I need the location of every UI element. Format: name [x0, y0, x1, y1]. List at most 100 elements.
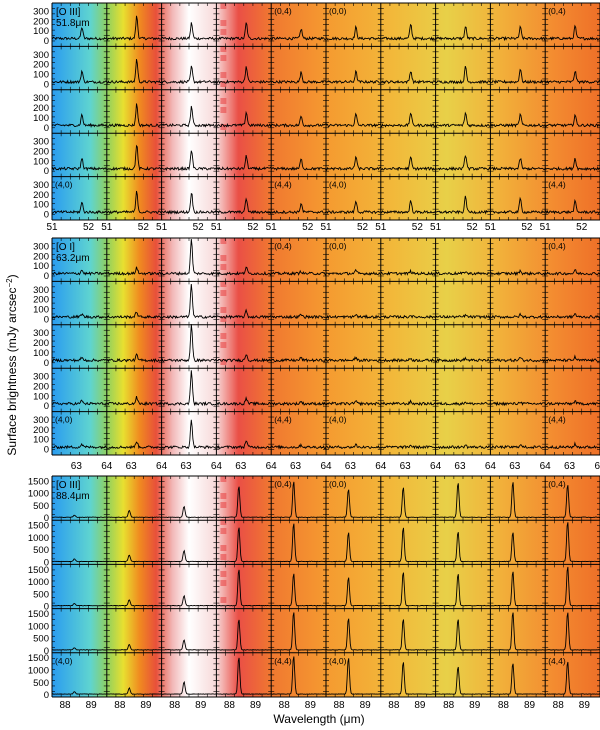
pixel-tile	[220, 46, 227, 52]
pixel-tile	[220, 476, 227, 482]
spectrum-line	[51, 201, 107, 215]
spectrum-line	[52, 399, 107, 406]
spectrum-line	[216, 396, 272, 407]
x-tick-label: 52	[247, 222, 259, 233]
spectrum-line	[216, 22, 272, 41]
x-tick-label: 52	[467, 222, 479, 233]
y-tick-label: 300	[33, 50, 49, 61]
spectrum-line	[106, 266, 162, 276]
y-axis-title-exponent: −2	[5, 278, 14, 288]
spectrum-line	[490, 158, 546, 171]
y-tick-label: 0	[44, 401, 49, 412]
spectrum-line	[270, 115, 327, 128]
pixel-coordinate-label: (4,4)	[274, 180, 292, 190]
x-tick-label: 88	[114, 700, 126, 711]
x-tick-label: 51	[211, 222, 223, 233]
y-tick-label: 0	[44, 646, 49, 657]
x-tick-label: 52	[412, 222, 424, 233]
spectrum-line	[106, 441, 162, 450]
x-tick-label: 52	[576, 222, 588, 233]
x-tick-label: 51	[320, 222, 332, 233]
spectrum-line	[216, 266, 272, 276]
y-tick-label: 500	[33, 501, 49, 512]
x-tick-label: 89	[250, 700, 262, 711]
x-tick-label: 51	[101, 222, 113, 233]
x-tick-label: 64	[211, 461, 223, 472]
y-tick-label: 0	[44, 358, 49, 369]
x-tick-label: 89	[469, 700, 481, 711]
x-tick-label: 63	[400, 461, 412, 472]
pixel-tile	[220, 580, 227, 586]
y-tick-label: 100	[33, 348, 49, 359]
spectrum-cell	[490, 238, 546, 282]
x-tick-label: 64	[594, 461, 600, 472]
pixel-tile	[220, 571, 227, 577]
spectrum-line	[380, 399, 437, 406]
spectrum-line	[489, 401, 546, 407]
y-tick-label: 0	[44, 166, 49, 177]
y-tick-label: 300	[33, 372, 49, 383]
spectrum-line	[435, 444, 491, 450]
spectrum-line	[435, 271, 491, 276]
x-tick-label: 51	[430, 222, 442, 233]
spectrum-line	[380, 444, 436, 450]
spectrum-line	[161, 370, 217, 407]
spectrum-line	[51, 69, 108, 85]
pixel-tile	[220, 519, 227, 525]
spectrum-line	[325, 112, 381, 128]
spectrum-cell	[544, 133, 600, 177]
spectrum-line	[490, 269, 546, 277]
x-tick-label: 89	[524, 700, 536, 711]
pixel-coordinate-label: (4,0)	[329, 415, 347, 425]
spectrum-line	[270, 28, 327, 41]
y-tick-label: 0	[44, 210, 49, 221]
pixel-coordinate-label: (4,4)	[548, 656, 566, 666]
spectrum-line	[380, 156, 436, 172]
spectrum-cell	[380, 564, 436, 609]
y-tick-label: 100	[33, 305, 49, 316]
spectrum-line	[380, 357, 436, 363]
y-tick-label: 100	[33, 391, 49, 402]
y-tick-label: 1000	[28, 533, 49, 544]
spectrum-line	[106, 396, 163, 407]
spectrum-line	[106, 311, 162, 320]
x-tick-label: 64	[485, 461, 497, 472]
spectrum-line	[270, 269, 327, 276]
y-tick-label: 300	[33, 6, 49, 17]
x-tick-label: 64	[540, 461, 552, 472]
spectrum-cell	[490, 176, 546, 221]
spectrum-line	[544, 157, 600, 172]
x-tick-label: 88	[59, 700, 71, 711]
pixel-tile	[220, 281, 227, 287]
spectrum-line	[161, 105, 217, 128]
spectrum-line	[490, 571, 546, 607]
panel-label: [O I]	[56, 242, 75, 253]
x-tick-label: 89	[579, 700, 591, 711]
y-tick-label: 100	[33, 26, 49, 37]
spectrum-line	[325, 314, 381, 320]
y-tick-label: 200	[33, 425, 49, 436]
x-tick-label: 64	[430, 461, 442, 472]
spectrum-line	[106, 144, 162, 172]
pixel-tile	[220, 359, 227, 365]
y-tick-label: 100	[33, 70, 49, 81]
spectrum-line	[490, 196, 546, 215]
y-tick-label: 300	[33, 93, 49, 104]
pixel-tile	[220, 29, 227, 35]
svg-text:Surface brightness (mJy arcsec: Surface brightness (mJy arcsec−2)	[5, 274, 20, 455]
panel-label: [O III]	[56, 7, 81, 18]
y-tick-label: 1500	[28, 476, 49, 487]
pixel-tile	[220, 502, 227, 508]
y-tick-label: 200	[33, 338, 49, 349]
spectrum-line	[161, 150, 217, 172]
y-tick-label: 500	[33, 545, 49, 556]
spectrum-line	[215, 308, 272, 320]
x-tick-label: 63	[126, 461, 138, 472]
y-tick-label: 0	[44, 513, 49, 524]
x-tick-label: 63	[564, 461, 576, 472]
spectrum-line	[490, 443, 546, 450]
x-tick-label: 63	[71, 461, 83, 472]
spectrum-line	[51, 113, 108, 129]
pixel-tile	[220, 554, 227, 560]
